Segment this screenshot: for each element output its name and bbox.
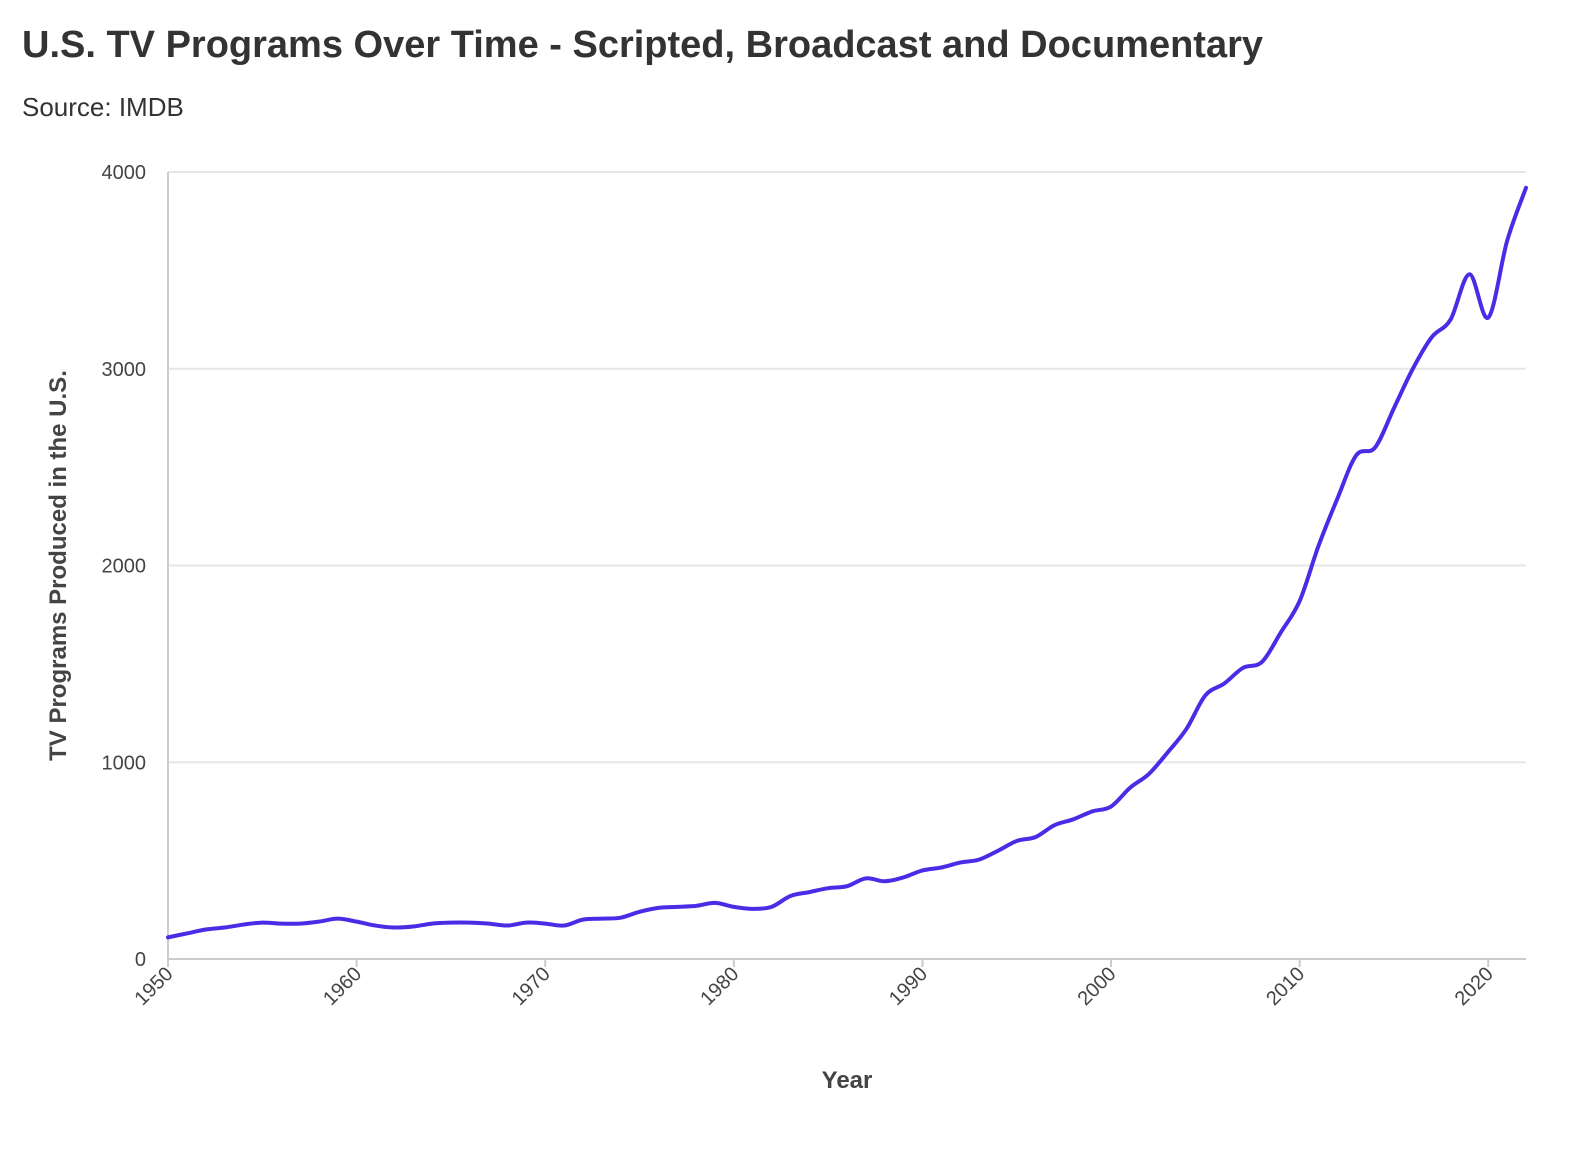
y-axis-title: TV Programs Produced in the U.S.	[45, 370, 72, 761]
y-tick-label: 4000	[102, 162, 147, 184]
x-axis-title: Year	[822, 1067, 873, 1094]
chart-subtitle: Source: IMDB	[22, 92, 184, 122]
x-tick-label: 2010	[1262, 963, 1309, 1010]
x-tick-label: 1990	[885, 963, 932, 1010]
x-tick-label: 2020	[1451, 963, 1498, 1010]
y-tick-label: 1000	[102, 752, 147, 774]
x-tick-label: 2000	[1074, 963, 1121, 1010]
x-tick-label: 1960	[319, 963, 366, 1010]
chart-title: U.S. TV Programs Over Time - Scripted, B…	[22, 24, 1263, 66]
y-tick-label: 3000	[102, 359, 147, 381]
y-tick-label: 2000	[102, 556, 147, 578]
gridlines	[168, 171, 1526, 960]
x-tick-label: 1980	[696, 963, 743, 1010]
series-line	[166, 185, 1528, 940]
x-tick-label: 1970	[508, 963, 555, 1010]
series-layer	[166, 185, 1528, 940]
y-tick-label: 0	[135, 949, 146, 971]
